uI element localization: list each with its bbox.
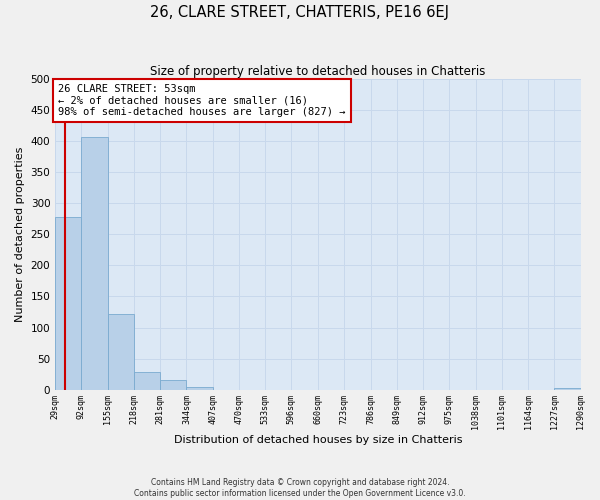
Text: 26, CLARE STREET, CHATTERIS, PE16 6EJ: 26, CLARE STREET, CHATTERIS, PE16 6EJ [151,5,449,20]
Bar [554,388,581,390]
Y-axis label: Number of detached properties: Number of detached properties [15,146,25,322]
X-axis label: Distribution of detached houses by size in Chatteris: Distribution of detached houses by size … [173,435,462,445]
Bar [55,217,82,390]
Bar [82,137,107,390]
Text: Contains HM Land Registry data © Crown copyright and database right 2024.
Contai: Contains HM Land Registry data © Crown c… [134,478,466,498]
Title: Size of property relative to detached houses in Chatteris: Size of property relative to detached ho… [150,65,485,78]
Bar [107,314,134,390]
Bar [134,372,160,390]
Bar [160,380,187,390]
Bar [187,387,212,390]
Text: 26 CLARE STREET: 53sqm
← 2% of detached houses are smaller (16)
98% of semi-deta: 26 CLARE STREET: 53sqm ← 2% of detached … [58,84,345,117]
